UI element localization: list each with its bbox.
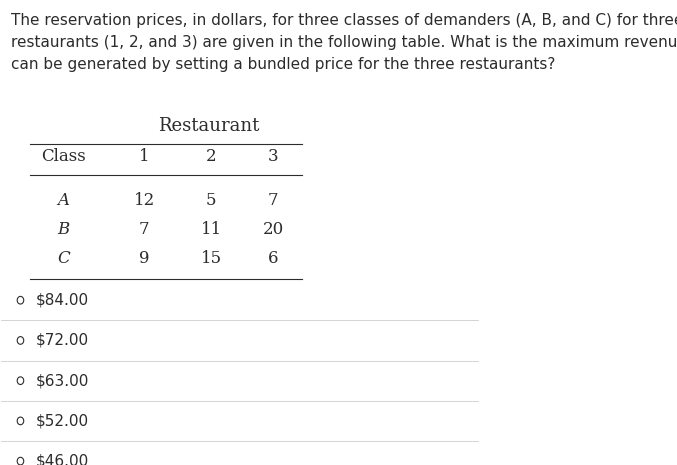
Text: $84.00: $84.00: [36, 292, 89, 308]
Text: $52.00: $52.00: [36, 413, 89, 428]
Text: $63.00: $63.00: [36, 373, 89, 388]
Text: 15: 15: [200, 250, 221, 266]
Text: A: A: [58, 192, 69, 209]
Text: $72.00: $72.00: [36, 333, 89, 348]
Text: Class: Class: [41, 148, 86, 165]
Text: 9: 9: [139, 250, 150, 266]
Text: 5: 5: [206, 192, 217, 209]
Text: B: B: [58, 221, 70, 238]
Text: 12: 12: [134, 192, 155, 209]
Text: 7: 7: [268, 192, 278, 209]
Text: 20: 20: [263, 221, 284, 238]
Text: The reservation prices, in dollars, for three classes of demanders (A, B, and C): The reservation prices, in dollars, for …: [11, 13, 677, 72]
Text: 2: 2: [206, 148, 217, 165]
Text: 7: 7: [139, 221, 150, 238]
Text: 3: 3: [268, 148, 278, 165]
Text: $46.00: $46.00: [36, 454, 89, 465]
Text: C: C: [57, 250, 70, 266]
Text: 6: 6: [268, 250, 278, 266]
Text: 1: 1: [139, 148, 150, 165]
Text: Restaurant: Restaurant: [158, 118, 259, 135]
Text: 11: 11: [200, 221, 222, 238]
